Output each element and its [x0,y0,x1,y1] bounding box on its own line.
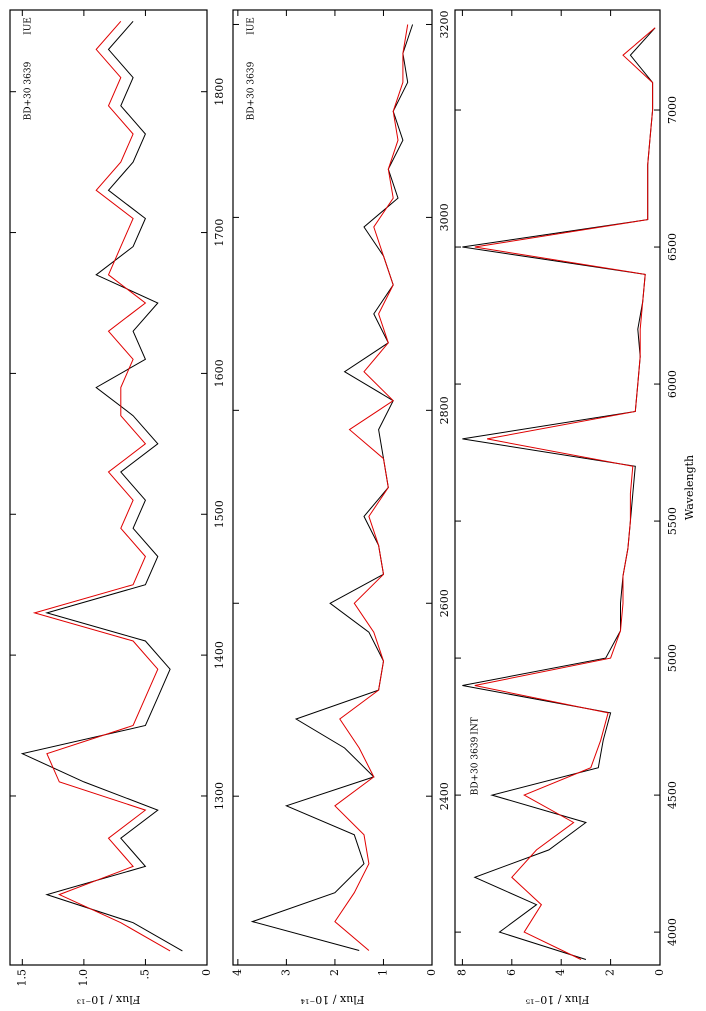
x-tick-label: 5500 [666,507,679,535]
y-tick-label: 0 [200,969,213,976]
x-tick-label: 2800 [438,396,451,424]
x-tick-label: 2400 [438,782,451,810]
annotation: IUE [24,17,34,35]
x-tick-label: 2600 [438,589,451,617]
y-tick-label: 2 [328,969,341,976]
y-tick-label: 1.5 [15,969,28,987]
x-tick-label: 5000 [666,644,679,672]
spectrum-line [474,27,656,960]
x-tick-label: 7000 [666,96,679,124]
y-tick-label: 4 [231,969,244,976]
x-tick-label: 1600 [213,359,226,387]
annotation: IUE [247,17,257,35]
x-tick-label: 1400 [213,641,226,669]
x-tick-label: 3200 [438,10,451,38]
annotation: BD+30 3639 [247,61,257,120]
spectrum-line [32,20,171,952]
y-tick-label: 3 [279,969,292,976]
y-axis-label: Flux / 10⁻¹³ [77,993,141,1006]
x-tick-label: 1800 [213,78,226,106]
plot-frame [454,9,661,966]
y-tick-label: 2 [604,969,617,976]
x-axis-label: Wavelength [683,455,696,520]
x-tick-label: 4000 [666,918,679,946]
x-tick-label: 1300 [213,782,226,810]
y-axis-label: Flux / 10⁻¹⁵ [526,993,590,1006]
y-tick-label: 6 [505,969,518,976]
annotation: BD+30 3639 [471,736,481,795]
x-tick-label: 1700 [213,219,226,247]
annotation: BD+30 3639 [24,61,34,120]
x-tick-label: 4500 [666,781,679,809]
y-tick-label: 1.0 [77,969,90,987]
x-tick-label: 6000 [666,370,679,398]
y-tick-label: .5 [138,969,151,980]
y-tick-label: 0 [425,969,438,976]
x-tick-label: 1500 [213,500,226,528]
spectrum-line [20,20,183,952]
y-tick-label: 8 [455,969,468,976]
spectrum-line [334,24,409,951]
y-tick-label: 4 [554,969,567,976]
annotation: INT [471,717,481,734]
plot-frame [232,9,433,966]
plot-frame [9,9,208,966]
y-tick-label: 1 [376,969,389,976]
x-tick-label: 3000 [438,203,451,231]
y-tick-label: 0 [653,969,666,976]
y-axis-label: Flux / 10⁻¹⁴ [300,993,364,1006]
x-tick-label: 6500 [666,233,679,261]
spectrum-line [462,27,656,960]
